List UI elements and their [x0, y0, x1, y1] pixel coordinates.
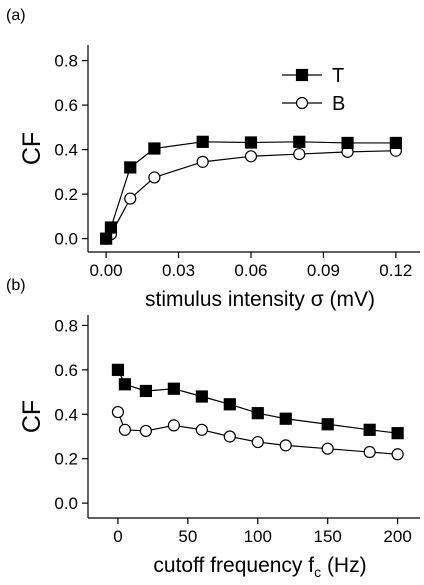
x-tick-label: 0.06 — [234, 261, 267, 280]
y-tick-label: 0.8 — [54, 316, 78, 335]
marker — [148, 171, 161, 184]
marker — [139, 384, 152, 398]
marker — [111, 363, 125, 376]
marker — [223, 398, 236, 411]
marker — [195, 390, 208, 403]
marker — [196, 155, 209, 168]
panel: (a) 0.0 0.2 0.4 0.6 0.8 0.00 0.03 0.06 0.09 0.12 CF… — [6, 7, 420, 311]
marker — [251, 407, 264, 420]
marker — [244, 150, 258, 163]
marker — [279, 412, 292, 425]
marker — [391, 448, 404, 461]
legend-label: B — [332, 93, 345, 115]
marker — [100, 232, 113, 245]
panel-label: (a) — [6, 7, 26, 24]
x-tick-label: 0.00 — [90, 261, 123, 280]
marker — [363, 445, 376, 459]
x-axis-label: cutoff frequency fc (Hz) — [153, 554, 366, 580]
x-tick-label: 200 — [383, 527, 411, 546]
y-axis-label: CF — [18, 132, 46, 165]
marker — [295, 68, 309, 82]
x-tick-label: 0 — [113, 527, 122, 546]
y-tick-label: 0.2 — [54, 450, 78, 469]
marker — [251, 435, 264, 449]
marker — [148, 142, 161, 155]
series-line — [117, 369, 398, 434]
x-tick-label: 100 — [244, 527, 272, 546]
marker — [321, 418, 334, 431]
marker — [341, 136, 354, 150]
x-tick-label: 0.12 — [379, 261, 412, 280]
x-tick-label: 0.03 — [162, 261, 195, 280]
y-tick-label: 0.6 — [54, 96, 78, 115]
marker — [111, 405, 125, 419]
marker — [363, 423, 376, 436]
y-tick-label: 0.4 — [54, 141, 78, 160]
marker — [279, 439, 292, 452]
marker — [196, 135, 209, 148]
x-axis-label: stimulus intensity σ (mV) — [145, 288, 375, 311]
legend-item: T — [282, 65, 344, 87]
marker — [124, 192, 137, 205]
panel: (b) 0.0 0.2 0.4 0.6 0.8 0 50 100 150 200 CF cutoff f… — [6, 277, 420, 580]
panel-label: (b) — [6, 277, 26, 294]
x-axis-label-part: (Hz) — [321, 554, 367, 577]
legend-label: T — [332, 65, 344, 87]
x-tick-label: 0.09 — [307, 261, 340, 280]
marker — [124, 161, 137, 174]
marker — [391, 427, 404, 440]
x-axis-label-part: cutoff frequency f — [153, 554, 314, 577]
marker — [293, 135, 306, 148]
marker — [293, 147, 306, 161]
x-tick-label: 50 — [178, 527, 197, 546]
y-tick-label: 0.0 — [54, 230, 78, 249]
y-tick-label: 0.8 — [54, 52, 78, 71]
marker — [389, 136, 402, 150]
marker — [104, 221, 118, 234]
marker — [295, 96, 309, 110]
marker — [118, 378, 132, 391]
marker — [167, 419, 180, 432]
y-tick-label: 0.4 — [54, 405, 78, 424]
marker — [139, 424, 152, 438]
marker — [321, 442, 334, 455]
y-tick-label: 0.0 — [54, 494, 78, 513]
marker — [118, 423, 132, 436]
legend-item: B — [282, 93, 345, 115]
marker — [244, 136, 258, 149]
y-axis-label: CF — [18, 400, 46, 433]
x-axis-label-part: c — [314, 564, 321, 580]
x-tick-label: 150 — [314, 527, 342, 546]
y-tick-label: 0.2 — [54, 185, 78, 204]
x-axis-label-part: stimulus intensity σ (mV) — [145, 288, 375, 311]
y-tick-label: 0.6 — [54, 361, 78, 380]
marker — [195, 423, 208, 436]
marker — [223, 430, 236, 443]
marker — [167, 382, 180, 395]
series-line — [105, 150, 396, 240]
